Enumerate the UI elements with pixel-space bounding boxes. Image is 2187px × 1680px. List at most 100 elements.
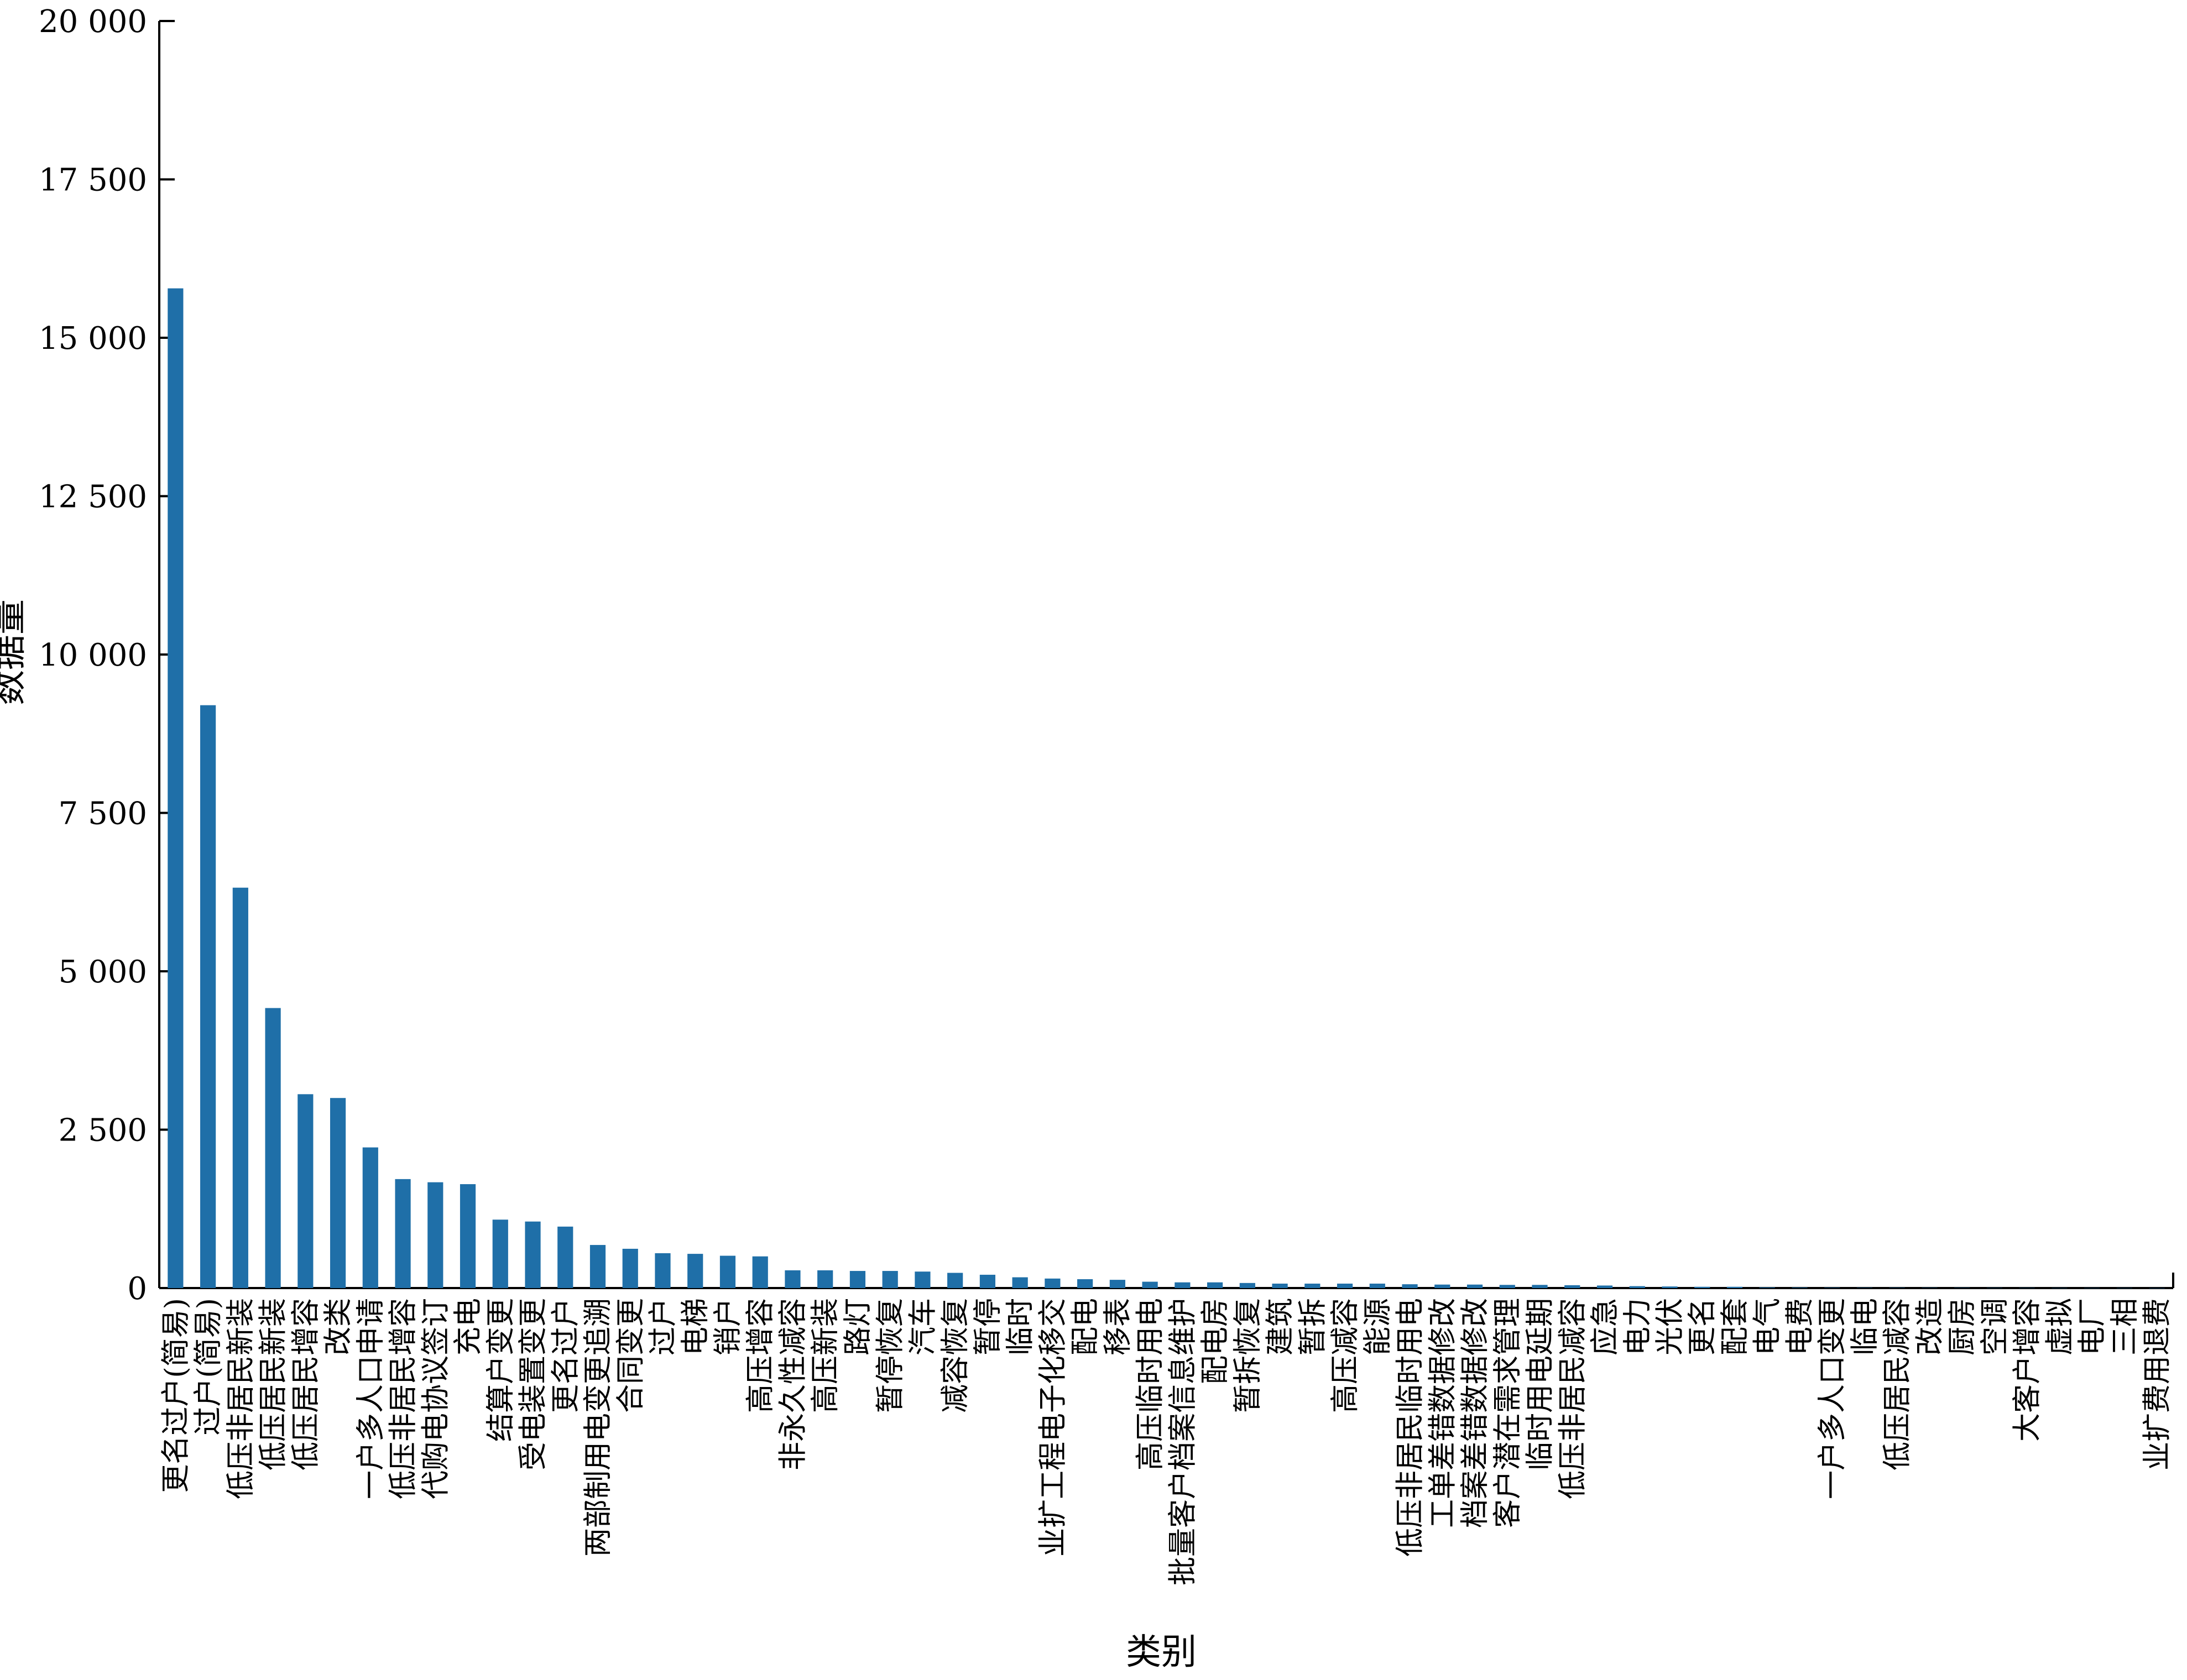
bar xyxy=(752,1256,768,1288)
bar xyxy=(265,1008,281,1288)
bar xyxy=(1532,1285,1548,1288)
bar xyxy=(330,1098,346,1288)
y-tick-label: 0 xyxy=(127,1271,147,1307)
bar xyxy=(589,1245,606,1288)
category-label: 客户潜在需求管理 xyxy=(1491,1298,1525,1528)
category-label: 光伏 xyxy=(1654,1298,1687,1355)
y-tick-label: 7 500 xyxy=(59,796,147,832)
category-label: 空调 xyxy=(1979,1298,2012,1355)
category-label: 厨房 xyxy=(1946,1298,1979,1355)
category-label: 销户 xyxy=(712,1298,745,1355)
category-label: 一户多人口变更 xyxy=(1816,1298,1849,1499)
category-label: 业扩工程电子化移交 xyxy=(1036,1298,1069,1557)
bar xyxy=(1499,1285,1515,1288)
category-label: 汽车 xyxy=(906,1298,939,1355)
y-tick-label: 5 000 xyxy=(59,954,147,990)
category-label: 充电 xyxy=(452,1298,485,1355)
category-label: 低压非居民增容 xyxy=(387,1298,420,1499)
bar-series xyxy=(168,288,2165,1289)
category-label: 高压临时用电 xyxy=(1134,1298,1167,1470)
bar xyxy=(947,1273,963,1288)
bar xyxy=(460,1184,476,1288)
bar xyxy=(1175,1282,1191,1288)
category-label: 电气 xyxy=(1751,1298,1784,1355)
bar xyxy=(297,1094,314,1288)
category-label: 电费 xyxy=(1783,1298,1817,1355)
bar xyxy=(1207,1282,1223,1288)
category-label: 低压非居民新装 xyxy=(225,1298,258,1499)
category-label: 大客户增容 xyxy=(2011,1298,2044,1442)
category-label: 非永久性减容 xyxy=(776,1298,810,1470)
category-label: 业扩费用退费 xyxy=(2141,1298,2174,1470)
bar xyxy=(785,1270,801,1288)
bar xyxy=(1012,1277,1028,1288)
category-label: 能源 xyxy=(1361,1298,1395,1355)
y-tick-label: 10 000 xyxy=(39,637,147,673)
category-label: 代购电协议签订 xyxy=(419,1298,452,1499)
bar xyxy=(2052,1288,2068,1289)
bar xyxy=(1239,1283,1255,1288)
y-tick-label: 2 500 xyxy=(59,1113,147,1149)
y-axis-title: 数据量 xyxy=(0,599,30,705)
bar xyxy=(1564,1285,1580,1288)
bar xyxy=(882,1271,898,1288)
bar xyxy=(427,1182,443,1288)
bar xyxy=(1662,1286,1678,1288)
bar xyxy=(168,288,184,1288)
category-label: 电梯 xyxy=(679,1298,712,1355)
category-label: 暂停恢复 xyxy=(874,1298,907,1413)
y-axis: 0 2 500 5 000 7 500 10 000 12 500 15 000 17 500… xyxy=(39,4,175,1307)
bar xyxy=(492,1220,508,1288)
bar xyxy=(1954,1288,1970,1289)
category-label: 配电房 xyxy=(1199,1298,1232,1384)
bar xyxy=(979,1274,996,1288)
bar xyxy=(525,1221,541,1288)
bar xyxy=(1304,1283,1320,1288)
bar xyxy=(1272,1283,1288,1288)
category-label: 批量客户档案信息维护 xyxy=(1166,1298,1199,1585)
category-label: 改造 xyxy=(1913,1298,1946,1355)
bar xyxy=(1596,1285,1613,1288)
category-label: 低压居民新装 xyxy=(257,1298,290,1470)
bar xyxy=(232,887,248,1288)
category-label: 改类 xyxy=(322,1298,355,1355)
category-label: 低压非居民减容 xyxy=(1556,1298,1589,1499)
category-label: 工单差错数据修改 xyxy=(1426,1298,1459,1528)
category-label: 合同变更 xyxy=(614,1298,648,1413)
bar xyxy=(362,1147,378,1288)
category-label: 减容恢复 xyxy=(939,1298,972,1413)
category-label: 三相 xyxy=(2108,1298,2142,1355)
bar xyxy=(1109,1280,1125,1288)
bar xyxy=(1694,1286,1710,1288)
category-label: 配套 xyxy=(1719,1298,1752,1355)
category-label: 暂拆 xyxy=(1296,1298,1329,1355)
bar xyxy=(1045,1278,1061,1288)
category-label: 电厂 xyxy=(2076,1298,2109,1355)
bar xyxy=(1629,1286,1645,1288)
x-axis-title: 类别 xyxy=(1126,1632,1197,1673)
bar xyxy=(719,1255,736,1288)
category-label: 档案差错数据修改 xyxy=(1459,1298,1492,1528)
category-label: 应急 xyxy=(1589,1298,1622,1355)
bar xyxy=(687,1254,703,1288)
y-tick-label: 12 500 xyxy=(39,479,147,515)
bar xyxy=(1922,1288,1938,1289)
bar xyxy=(1466,1284,1483,1288)
category-label: 两部制用电变更追溯 xyxy=(582,1298,615,1557)
category-label: 一户多人口申请 xyxy=(354,1298,388,1499)
category-label: 更名过户 xyxy=(549,1298,582,1413)
bar xyxy=(1077,1279,1093,1288)
category-label: 结算户变更 xyxy=(484,1298,518,1442)
bar xyxy=(200,705,216,1288)
bar xyxy=(1986,1288,2003,1289)
bar xyxy=(1434,1284,1450,1288)
bar xyxy=(1726,1286,1743,1288)
bar xyxy=(1402,1284,1418,1288)
category-label: 暂拆恢复 xyxy=(1231,1298,1265,1413)
y-tick-label: 15 000 xyxy=(39,321,147,357)
bar xyxy=(655,1253,671,1288)
category-label: 临时 xyxy=(1004,1298,1037,1355)
y-tick-label: 20 000 xyxy=(39,4,147,40)
category-label: 高压新装 xyxy=(809,1298,842,1413)
